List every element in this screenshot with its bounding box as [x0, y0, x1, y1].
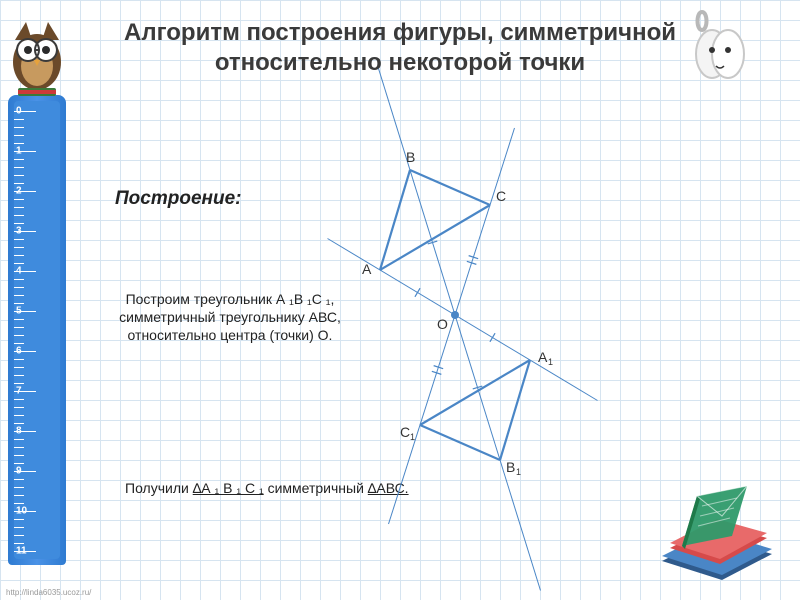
ruler-tick-minor: [14, 439, 24, 440]
ruler-tick-label: 6: [16, 346, 22, 357]
ruler-tick-minor: [14, 175, 24, 176]
footer-url: http://linda6035.ucoz.ru/: [6, 588, 91, 597]
ruler-tick-label: 5: [16, 306, 22, 317]
svg-text:В: В: [406, 149, 415, 165]
ruler-tick-minor: [14, 423, 24, 424]
svg-text:1: 1: [516, 467, 521, 477]
ruler-tick-minor: [14, 415, 24, 416]
ruler-tick-minor: [14, 143, 24, 144]
ruler-tick-minor: [14, 199, 24, 200]
ruler-tick-minor: [14, 447, 24, 448]
ruler-tick-label: 7: [16, 386, 22, 397]
ruler-tick-minor: [14, 367, 24, 368]
ruler-tick-minor: [14, 223, 24, 224]
ruler-tick-minor: [14, 463, 24, 464]
ruler-decoration: 0 1 2 3 4 5 6 7 8 9 10 11: [8, 95, 66, 565]
ruler-tick-minor: [14, 375, 24, 376]
ruler-tick-minor: [14, 119, 24, 120]
ruler-tick-label: 3: [16, 226, 22, 237]
ruler-tick-minor: [14, 127, 24, 128]
ruler-tick-label: 11: [16, 546, 27, 557]
ruler-tick-minor: [14, 207, 24, 208]
svg-text:С: С: [496, 188, 506, 204]
ruler-tick-minor: [14, 479, 24, 480]
svg-text:О: О: [437, 316, 448, 332]
ruler-tick-label: 2: [16, 186, 22, 197]
ruler-tick-minor: [14, 359, 24, 360]
ruler-tick-minor: [14, 335, 24, 336]
ruler-tick-minor: [14, 543, 24, 544]
ruler-tick-minor: [14, 343, 24, 344]
ruler-tick-minor: [14, 535, 24, 536]
ruler-tick-minor: [14, 527, 24, 528]
svg-text:С: С: [400, 424, 410, 440]
ruler-tick-minor: [14, 495, 24, 496]
ruler-tick-minor: [14, 167, 24, 168]
ruler-tick-label: 4: [16, 266, 22, 277]
slide-title: Алгоритм построения фигуры, симметричной…: [90, 18, 710, 78]
ruler-tick-minor: [14, 287, 24, 288]
ruler-tick-minor: [14, 135, 24, 136]
ruler-tick-minor: [14, 327, 24, 328]
ruler-tick-minor: [14, 455, 24, 456]
ruler-tick-minor: [14, 519, 24, 520]
subheading: Построение:: [115, 188, 242, 210]
ruler-tick-minor: [14, 183, 24, 184]
svg-text:А: А: [362, 261, 372, 277]
ruler-tick-minor: [14, 159, 24, 160]
ruler-tick-minor: [14, 383, 24, 384]
ruler-tick-label: 10: [16, 506, 27, 517]
svg-text:А: А: [538, 349, 548, 365]
ruler-tick-minor: [14, 399, 24, 400]
ruler-tick-label: 0: [16, 106, 22, 117]
books-decoration: [652, 476, 782, 586]
ruler-tick-label: 8: [16, 426, 22, 437]
ruler-tick-minor: [14, 487, 24, 488]
ruler-tick-minor: [14, 247, 24, 248]
ruler-tick-minor: [14, 503, 24, 504]
ruler-tick-label: 1: [16, 146, 22, 157]
ruler-tick-minor: [14, 239, 24, 240]
ruler-tick-label: 9: [16, 466, 22, 477]
svg-text:1: 1: [410, 432, 415, 442]
ruler-tick-minor: [14, 407, 24, 408]
svg-text:1: 1: [548, 357, 553, 367]
ruler-tick-minor: [14, 303, 24, 304]
ruler-tick-minor: [14, 215, 24, 216]
ruler-tick-minor: [14, 263, 24, 264]
svg-text:В: В: [506, 459, 515, 475]
ruler-tick-minor: [14, 295, 24, 296]
owl-decoration: [0, 10, 76, 98]
ruler-tick-minor: [14, 255, 24, 256]
ruler-tick-minor: [14, 319, 24, 320]
ruler-tick-minor: [14, 279, 24, 280]
